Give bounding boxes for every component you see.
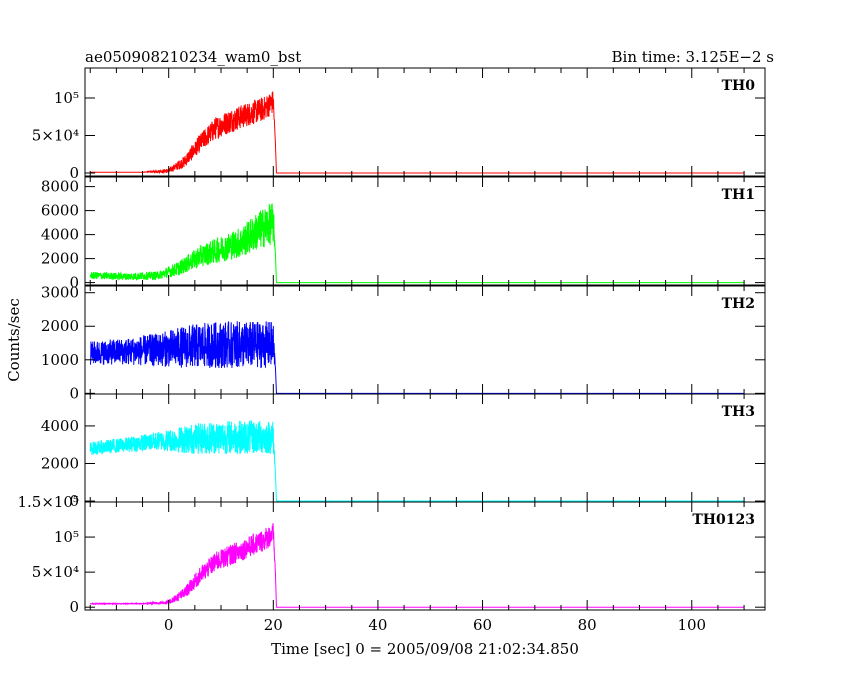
x-tick-label: 20 [264,616,283,634]
y-tick-label: 0 [69,384,79,402]
y-tick-label: 2000 [41,317,79,335]
x-tick-label: 40 [368,616,387,634]
y-tick-label: 6000 [41,202,79,220]
chart-title: ae050908210234_wam0_bst [85,48,301,66]
y-axis-label: Counts/sec [5,298,23,382]
y-tick-label: 0 [69,274,79,292]
panel-th3: 0 2000 4000 TH3 [41,393,766,510]
y-tick-label: 4000 [41,417,79,435]
panel-name-label: TH2 [722,296,755,312]
panel-name-label: TH1 [722,187,755,203]
panel-th0123: 0 5×10⁴ 10⁵ 1.5×10⁵ TH0123 [17,493,766,616]
series-line-th0 [90,91,744,175]
y-tick-label: 5×10⁴ [32,563,79,581]
panel-name-label: TH3 [722,404,755,420]
x-tick-label: 60 [473,616,492,634]
y-tick-label: 2000 [41,454,79,472]
y-tick-label: 10⁵ [54,89,79,107]
series-line-th2 [89,321,744,394]
series-line-th1 [89,203,744,284]
y-tick-label: 2000 [41,250,79,268]
y-tick-label: 8000 [41,178,79,196]
y-tick-label: 3000 [41,284,79,302]
panel-frame [84,501,766,611]
y-tick-label: 5×10⁴ [32,127,79,145]
y-tick-label: 1000 [41,351,79,369]
y-tick-label: 10⁵ [54,528,79,546]
y-tick-label: 0 [69,164,79,182]
x-tick-label: 80 [578,616,597,634]
series-line-th3 [89,420,744,502]
x-tick-label: 100 [677,616,706,634]
x-tick-label: 0 [164,616,174,634]
panel-th0: 0 5×10⁴ 10⁵ TH0 [32,67,766,182]
panel-frame [84,67,766,177]
y-tick-label: 4000 [41,226,79,244]
series-line-th0123 [89,523,744,608]
panel-th1: 0 2000 4000 6000 8000 TH1 [41,176,766,292]
panel-frame [84,176,766,286]
y-tick-label: 1.5×10⁵ [17,493,79,511]
panel-th2: 0 1000 2000 3000 TH2 [41,284,766,402]
panel-name-label: TH0 [722,78,756,94]
bin-time-label: Bin time: 3.125E−2 s [612,48,774,66]
y-tick-label: 0 [69,492,79,510]
y-tick-label: 0 [69,598,79,616]
panel-name-label: TH0123 [692,512,755,528]
x-axis-label: Time [sec] 0 = 2005/09/08 21:02:34.850 [271,640,579,658]
